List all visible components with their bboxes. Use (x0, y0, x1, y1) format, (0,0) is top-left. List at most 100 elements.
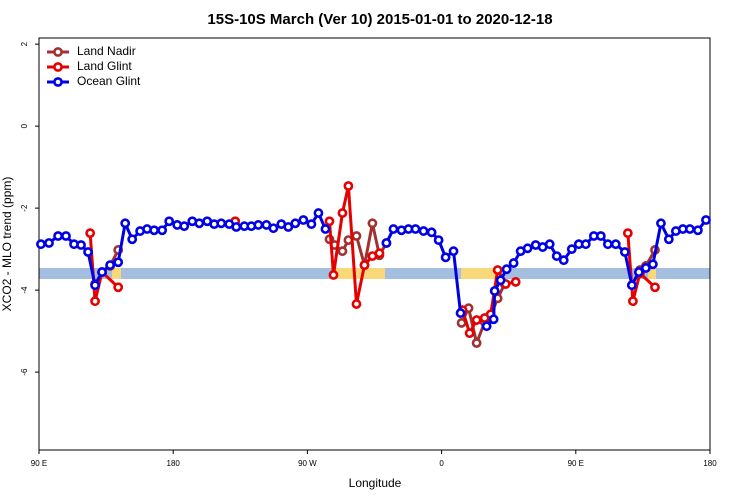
legend-label: Land Nadir (77, 44, 136, 58)
data-point (164, 216, 175, 227)
y-tick-label: 0 (20, 123, 29, 128)
data-point (633, 267, 644, 277)
data-point (149, 225, 160, 236)
data-point (306, 219, 317, 230)
data-point (488, 314, 499, 325)
data-point (566, 244, 577, 255)
data-point (374, 248, 385, 259)
data-point (522, 243, 533, 254)
data-point (83, 247, 93, 257)
data-point (464, 328, 475, 339)
data-point (283, 222, 294, 232)
data-point (448, 246, 459, 257)
land-band (334, 268, 385, 279)
data-point (580, 239, 591, 250)
data-point (489, 286, 500, 296)
data-point (501, 264, 512, 275)
data-point (551, 251, 562, 261)
x-tick-label: 90 E (568, 459, 584, 468)
legend-marker (53, 62, 63, 72)
data-point (455, 308, 466, 318)
data-point (194, 218, 205, 229)
data-point (495, 275, 506, 286)
data-point (253, 220, 264, 230)
legend-label: Land Glint (77, 59, 132, 73)
data-point (290, 218, 301, 229)
data-point (367, 218, 378, 229)
data-point (650, 282, 660, 293)
data-point (113, 282, 124, 293)
data-point (701, 215, 711, 225)
data-point (351, 231, 362, 241)
land-band (648, 268, 656, 279)
data-point (85, 228, 96, 239)
x-tick-label: 0 (439, 459, 444, 468)
x-tick-label: 90 W (298, 459, 317, 468)
data-point (481, 321, 492, 332)
data-point (544, 239, 555, 250)
data-point (640, 263, 651, 273)
data-point (127, 234, 138, 245)
data-point (337, 208, 348, 218)
data-point (231, 222, 242, 232)
data-point (113, 257, 124, 268)
land-band (112, 268, 121, 279)
data-point (433, 235, 444, 246)
data-point (619, 247, 630, 257)
land-band (461, 268, 500, 279)
series-line (626, 233, 656, 302)
data-point (324, 216, 335, 227)
data-point (388, 224, 399, 234)
data-point (626, 280, 637, 291)
data-point (410, 224, 421, 234)
data-point (320, 224, 331, 234)
data-point (456, 318, 467, 328)
data-point (76, 240, 86, 250)
data-point (628, 296, 638, 307)
data-point (61, 231, 71, 241)
data-point (157, 225, 168, 236)
data-point (359, 260, 370, 271)
data-point (610, 239, 621, 250)
data-point (216, 218, 227, 229)
data-point (313, 208, 324, 218)
data-point (426, 227, 437, 238)
y-tick-label: -4 (20, 286, 29, 294)
data-point (602, 239, 613, 250)
x-axis-label: Longitude (349, 476, 402, 490)
data-point (90, 280, 100, 291)
data-point (97, 267, 107, 277)
legend-label: Ocean Glint (77, 74, 141, 88)
data-point (684, 224, 695, 234)
data-point (595, 231, 606, 241)
data-point (381, 238, 392, 248)
data-point (105, 260, 116, 271)
data-point (510, 277, 521, 287)
data-point (337, 246, 348, 257)
y-tick-label: 2 (20, 41, 29, 46)
series-line (327, 185, 380, 305)
data-point (90, 296, 100, 307)
data-point (120, 218, 131, 229)
data-point (622, 228, 633, 239)
data-point (647, 259, 658, 270)
data-point (418, 226, 429, 236)
data-point (693, 225, 703, 236)
legend-marker (53, 77, 63, 87)
data-point (36, 239, 46, 250)
data-point (508, 258, 519, 268)
data-point (440, 252, 451, 263)
x-tick-label: 180 (703, 459, 717, 468)
data-point (53, 231, 63, 241)
data-point (268, 223, 279, 234)
y-tick-label: -2 (20, 204, 29, 212)
legend-marker (53, 47, 63, 57)
x-tick-label: 90 E (31, 459, 47, 468)
data-point (343, 181, 354, 191)
data-point (471, 315, 482, 325)
y-tick-label: -6 (20, 368, 29, 376)
data-point (492, 265, 503, 275)
data-point (471, 338, 482, 348)
